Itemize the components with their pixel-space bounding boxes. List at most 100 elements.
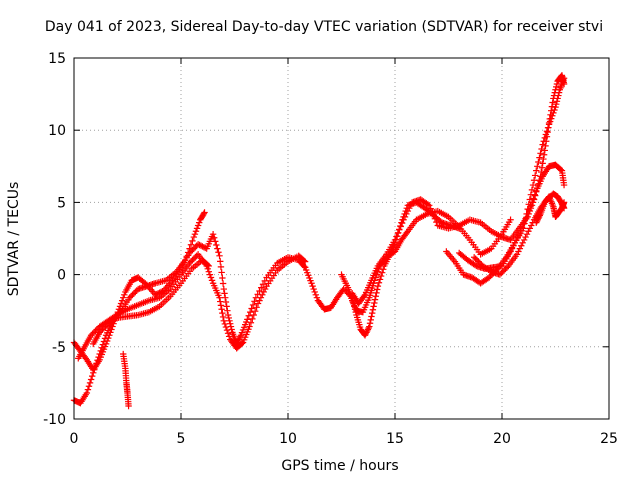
data-point-marker [522,233,529,241]
data-point-marker [498,269,505,277]
data-point-marker [224,330,232,337]
data-point-marker [404,207,412,215]
data-point-marker [247,319,255,326]
data-point-marker [238,340,246,347]
data-point-marker [142,280,149,287]
data-point-marker [206,271,214,278]
data-point-marker [309,282,316,290]
data-point-marker [196,241,203,249]
data-point-marker [87,376,95,383]
data-point-marker [106,332,113,339]
data-point-marker [192,228,200,235]
data-point-marker [470,254,478,261]
data-point-marker [472,255,479,262]
data-point-marker [525,228,532,235]
data-point-marker [397,223,404,230]
data-point-marker [219,280,227,287]
data-point-marker [109,323,116,330]
data-point-marker [514,233,521,241]
y-tick-label: 5 [57,195,66,211]
data-point-marker [403,210,410,218]
data-point-marker [542,131,550,138]
data-point-marker [204,261,211,269]
data-point-marker [499,268,506,275]
data-point-marker [236,334,243,342]
data-point-marker [548,115,555,122]
data-point-marker [190,233,198,241]
data-point-marker [194,241,202,248]
data-point-marker [100,324,108,332]
data-point-marker [105,334,112,342]
data-point-marker [225,333,233,340]
data-point-marker [221,290,228,297]
data-point-marker [235,336,242,343]
data-point-marker [90,329,98,336]
data-point-marker [433,218,440,226]
data-point-marker [378,269,386,276]
data-point-marker [186,259,193,267]
data-point-marker [376,276,384,283]
data-point-marker [534,163,541,170]
data-point-marker [360,293,368,300]
data-point-marker [200,243,208,251]
y-tick-label: -5 [52,340,66,356]
data-point-marker [536,154,543,161]
data-point-marker [102,340,110,348]
data-point-marker [560,199,568,206]
data-point-marker [117,300,125,307]
data-point-marker [93,326,101,333]
data-point-marker [530,177,538,184]
data-point-marker [544,124,552,131]
data-point-marker [523,230,531,238]
data-point-marker [541,134,548,142]
data-point-marker [424,201,432,208]
data-point-marker [545,121,553,128]
series-track-j [456,161,568,273]
data-point-marker [217,298,224,305]
data-point-marker [496,271,504,278]
data-point-marker [531,172,539,179]
data-point-marker [187,241,195,248]
data-point-marker [369,306,377,313]
data-point-marker [340,285,347,293]
data-point-marker [192,243,199,251]
data-point-marker [527,203,534,210]
data-point-marker [216,252,223,260]
data-point-marker [549,99,556,106]
data-point-marker [311,288,318,296]
series-track-f [301,199,463,339]
y-tick-label: 10 [48,123,66,139]
series-track-l [533,193,568,226]
data-point-marker [234,337,242,345]
data-point-marker [371,299,378,307]
data-point-marker [536,212,544,219]
series-track-g [338,207,514,316]
data-point-marker [521,217,529,224]
grid-lines [74,58,609,419]
data-point-marker [525,206,533,214]
data-point-marker [222,294,229,301]
data-point-marker [254,300,262,307]
data-point-marker [87,332,95,339]
data-markers [70,72,568,410]
data-point-marker [120,294,127,301]
data-point-marker [256,287,263,295]
data-point-marker [540,138,547,145]
data-point-marker [218,269,225,276]
data-point-marker [560,181,568,189]
data-point-marker [126,294,133,301]
data-point-marker [85,383,93,390]
data-point-marker [256,297,263,304]
data-point-marker [225,314,232,322]
data-point-marker [403,229,410,236]
data-point-marker [555,92,562,99]
data-point-marker [213,241,220,249]
data-point-marker [192,254,199,261]
x-tick-label: 25 [600,431,618,447]
data-point-marker [517,227,524,234]
data-point-marker [222,298,230,306]
data-point-marker [502,265,509,273]
data-point-marker [540,151,548,158]
data-point-marker [486,267,494,274]
